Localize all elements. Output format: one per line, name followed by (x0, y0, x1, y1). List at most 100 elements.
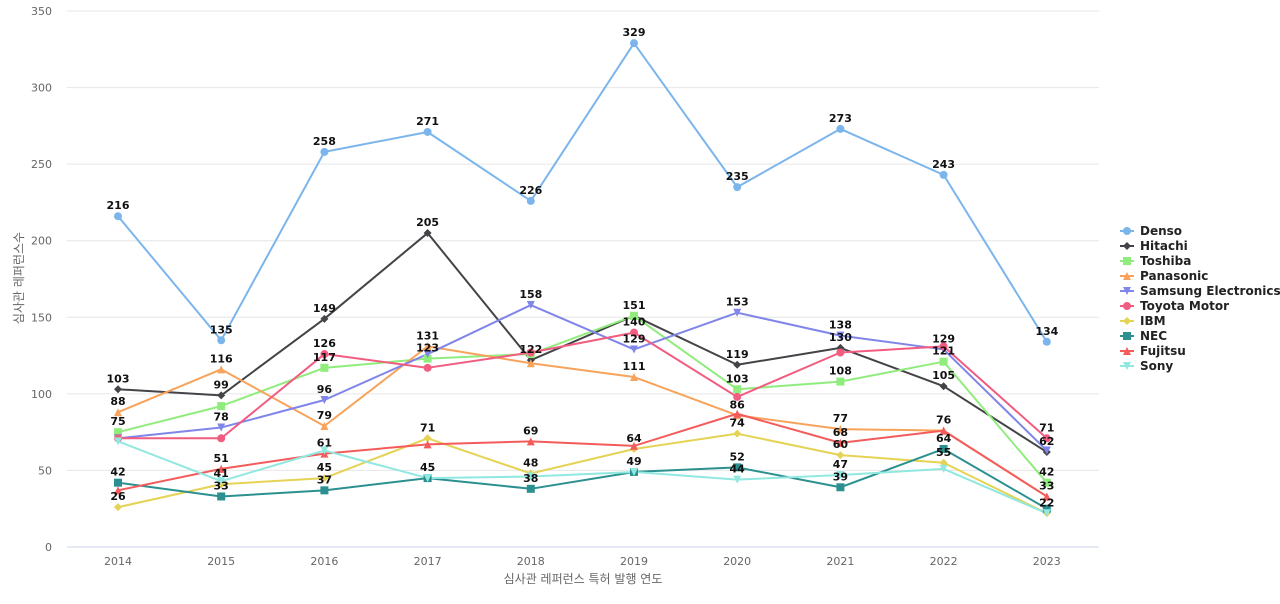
y-tick-label: 100 (31, 388, 52, 401)
data-label: 49 (626, 455, 641, 468)
data-point-samsung-electronics (733, 308, 742, 317)
legend-item-fujitsu[interactable]: Fujitsu (1120, 344, 1186, 358)
legend-item-ibm[interactable]: IBM (1120, 314, 1166, 328)
data-point-toshiba (320, 363, 329, 372)
legend-item-hitachi[interactable]: Hitachi (1120, 239, 1188, 253)
legend-marker (1123, 332, 1131, 340)
x-tick-label: 2015 (207, 555, 235, 568)
legend-marker (1123, 242, 1131, 250)
data-label: 37 (317, 473, 332, 486)
data-point-ibm (939, 458, 948, 467)
data-label: 129 (932, 332, 955, 345)
legend-marker (1123, 287, 1131, 295)
data-label: 138 (829, 319, 852, 332)
data-point-toshiba (423, 354, 432, 363)
data-point-panasonic (423, 342, 432, 351)
data-point-denso (630, 39, 638, 48)
data-point-sony (423, 474, 432, 483)
data-label: 329 (623, 26, 646, 39)
data-point-sony (217, 477, 226, 486)
data-label: 134 (1035, 325, 1058, 338)
x-axis-title: 심사관 레퍼런스 특허 발행 연도 (504, 571, 663, 586)
data-label: 131 (416, 329, 439, 342)
data-label: 45 (317, 461, 332, 474)
legend-item-panasonic[interactable]: Panasonic (1120, 269, 1208, 283)
data-point-denso (217, 336, 226, 345)
legend-item-toyota-motor[interactable]: Toyota Motor (1120, 299, 1229, 313)
y-tick-label: 300 (31, 82, 52, 95)
data-point-nec (836, 483, 845, 492)
data-point-hitachi (320, 314, 329, 323)
legend-item-sony[interactable]: Sony (1120, 359, 1173, 373)
data-label: 52 (730, 450, 745, 463)
data-label: 78 (214, 411, 229, 424)
x-tick-label: 2019 (620, 555, 648, 568)
series-line-hitachi (117, 232, 1048, 453)
data-point-toshiba (217, 402, 226, 411)
data-label: 71 (1039, 421, 1054, 434)
y-tick-label: 50 (38, 464, 52, 477)
data-label: 111 (623, 360, 646, 373)
data-label: 33 (214, 479, 229, 492)
data-point-toyota-motor (836, 348, 845, 357)
data-label: 42 (1039, 466, 1054, 479)
data-label: 116 (210, 352, 233, 365)
data-point-ibm (836, 451, 845, 460)
series-line-sony (117, 440, 1048, 515)
data-label: 48 (523, 456, 538, 469)
data-label: 226 (519, 184, 542, 197)
legend-marker (1123, 257, 1131, 265)
data-point-hitachi (114, 385, 122, 394)
data-point-toyota-motor (630, 328, 638, 337)
data-label: 126 (313, 337, 336, 350)
x-tick-label: 2021 (826, 555, 854, 568)
data-point-denso (939, 170, 948, 179)
data-point-samsung-electronics (526, 301, 535, 310)
legend-item-toshiba[interactable]: Toshiba (1120, 254, 1191, 268)
data-label: 41 (214, 467, 229, 480)
series-line-nec (117, 447, 1048, 510)
series-line-fujitsu (117, 412, 1048, 498)
data-point-panasonic (320, 422, 329, 431)
data-label: 22 (1039, 496, 1054, 509)
legend-label: Hitachi (1140, 239, 1188, 253)
x-axis-ticks: 2014 2015 2016 2017 2018 2019 2020 2021 2022 2023 (104, 555, 1061, 568)
data-label: 235 (726, 170, 749, 183)
data-point-nec (114, 478, 122, 487)
legend-item-samsung-electronics[interactable]: Samsung Electronics (1120, 284, 1280, 298)
data-label: 55 (936, 446, 951, 459)
data-point-toyota-motor (217, 434, 226, 443)
series-line-toyota-motor (118, 331, 1048, 440)
data-point-toyota-motor (423, 363, 432, 372)
data-label: 60 (833, 438, 849, 451)
legend-label: Toyota Motor (1140, 299, 1229, 313)
data-label: 117 (313, 351, 336, 364)
series-line-panasonic (117, 345, 1048, 498)
data-label: 39 (833, 470, 848, 483)
data-point-hitachi (217, 391, 226, 400)
legend-item-nec[interactable]: NEC (1120, 329, 1167, 343)
y-tick-label: 350 (31, 5, 52, 18)
legend-item-denso[interactable]: Denso (1120, 224, 1182, 238)
y-tick-label: 0 (45, 541, 52, 554)
data-point-ibm (733, 429, 742, 438)
data-point-nec (733, 463, 742, 472)
data-point-sony (630, 467, 638, 476)
data-point-nec (526, 484, 535, 493)
data-point-samsung-electronics (836, 331, 845, 340)
data-label: 64 (626, 432, 642, 445)
legend-marker (1123, 272, 1131, 280)
legend-marker (1123, 302, 1131, 310)
x-tick-label: 2018 (517, 555, 545, 568)
data-point-denso (114, 212, 122, 221)
data-label: 38 (523, 472, 538, 485)
data-point-toyota-motor (320, 350, 329, 359)
data-point-panasonic (526, 359, 535, 368)
data-point-fujitsu (423, 440, 432, 449)
legend-label: Panasonic (1140, 269, 1208, 283)
data-label: 149 (313, 302, 336, 315)
data-label: 271 (416, 115, 439, 128)
data-point-samsung-electronics (1042, 446, 1051, 455)
